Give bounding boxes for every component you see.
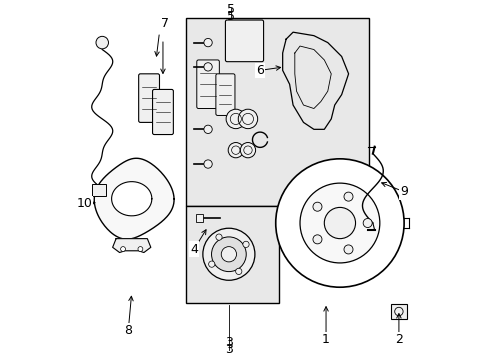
Circle shape — [275, 159, 403, 287]
Text: 1: 1 — [322, 333, 329, 346]
Polygon shape — [111, 182, 152, 216]
Text: 7: 7 — [161, 17, 168, 30]
Circle shape — [225, 109, 245, 129]
Circle shape — [221, 247, 236, 262]
Text: 2: 2 — [394, 333, 402, 346]
Polygon shape — [112, 239, 150, 252]
Circle shape — [203, 63, 212, 71]
Circle shape — [215, 234, 222, 240]
Circle shape — [238, 109, 257, 129]
Circle shape — [312, 202, 321, 211]
FancyBboxPatch shape — [139, 74, 159, 122]
Bar — [185, 206, 279, 303]
Circle shape — [312, 235, 321, 244]
FancyBboxPatch shape — [225, 20, 263, 62]
Text: 3: 3 — [224, 336, 232, 349]
Bar — [390, 304, 406, 319]
Circle shape — [96, 36, 108, 49]
Text: 9: 9 — [399, 185, 407, 198]
Circle shape — [343, 245, 352, 254]
Circle shape — [203, 160, 212, 168]
Bar — [92, 184, 105, 196]
Circle shape — [203, 228, 254, 280]
Text: 4: 4 — [190, 243, 198, 256]
Circle shape — [203, 39, 212, 47]
Circle shape — [211, 237, 246, 271]
Bar — [185, 18, 368, 206]
Circle shape — [324, 207, 355, 239]
Circle shape — [121, 247, 125, 252]
Polygon shape — [94, 158, 174, 239]
Circle shape — [243, 241, 248, 247]
FancyBboxPatch shape — [152, 89, 173, 135]
Circle shape — [240, 143, 255, 158]
Circle shape — [363, 219, 371, 228]
Text: 8: 8 — [124, 324, 132, 337]
Bar — [196, 213, 203, 222]
Text: 5: 5 — [226, 3, 234, 16]
Circle shape — [228, 143, 243, 158]
Circle shape — [203, 125, 212, 134]
Circle shape — [138, 247, 142, 252]
Text: 5: 5 — [226, 10, 234, 23]
Circle shape — [235, 268, 242, 275]
Text: 10: 10 — [76, 197, 92, 211]
Circle shape — [300, 183, 379, 263]
FancyBboxPatch shape — [196, 60, 219, 108]
FancyBboxPatch shape — [215, 74, 234, 116]
Circle shape — [208, 261, 214, 267]
Text: 6: 6 — [256, 64, 264, 77]
Text: 3: 3 — [224, 343, 232, 356]
Circle shape — [343, 192, 352, 201]
